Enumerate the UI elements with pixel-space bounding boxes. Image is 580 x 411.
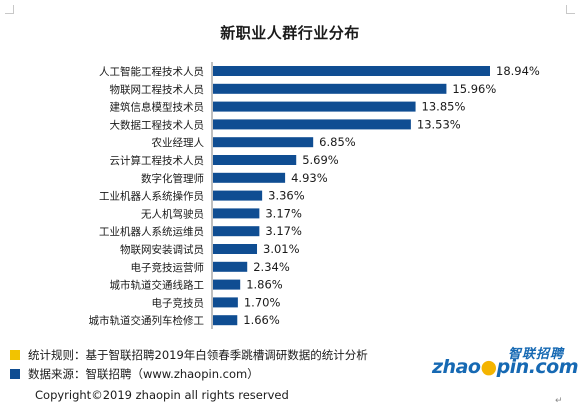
category-label: 物联网安装调试员 [120, 243, 204, 256]
bar [213, 119, 411, 130]
category-label: 城市轨道交通列车检修工 [89, 314, 205, 327]
note-stat-rule: 统计规则：基于智联招聘2019年白领春季跳槽调研数据的统计分析 [10, 347, 368, 363]
bar [213, 66, 490, 76]
category-label: 物联网工程技术人员 [110, 83, 205, 96]
bar-chart: 人工智能工程技术人员 18.94% 物联网工程技术人员 15.96% 建筑信息模型技术员… [89, 62, 540, 329]
value-label: 15.96% [452, 82, 496, 96]
chart-title: 新职业人群行业分布 [220, 24, 360, 42]
bar [213, 279, 241, 290]
note-stat-rule-text: 统计规则：基于智联招聘2019年白领春季跳槽调研数据的统计分析 [28, 348, 368, 362]
category-label: 电子竞技员 [152, 296, 205, 309]
value-label: 3.17% [265, 224, 302, 238]
bar [213, 101, 416, 112]
value-label: 18.94% [496, 64, 540, 78]
zhaopin-logo: 智联招聘 zhao●pin.com [432, 343, 579, 378]
value-label: 2.34% [253, 260, 290, 274]
bar [213, 244, 258, 254]
value-label: 6.85% [319, 135, 356, 149]
category-label: 建筑信息模型技术员 [110, 101, 205, 114]
category-label: 工业机器人系统操作员 [99, 190, 204, 203]
category-label: 工业机器人系统运维员 [99, 225, 204, 238]
logo-en-text: zhao●pin.com [432, 356, 579, 378]
category-label: 人工智能工程技术人员 [99, 65, 204, 78]
value-label: 13.85% [422, 100, 466, 114]
blue-square-icon [10, 369, 20, 379]
yellow-square-icon [10, 350, 20, 360]
logo-cn-text: 智联招聘 [507, 347, 564, 362]
value-label: 4.93% [291, 171, 328, 185]
bar [213, 297, 238, 308]
value-label: 3.17% [265, 206, 302, 220]
category-label: 城市轨道交通线路工 [110, 279, 205, 292]
category-label: 大数据工程技术人员 [110, 118, 205, 131]
value-label: 1.70% [244, 295, 281, 309]
bar [213, 190, 263, 201]
bar [213, 83, 447, 94]
bar [213, 315, 238, 326]
value-label: 3.36% [268, 189, 305, 203]
corner-crop-mark-right [566, 5, 575, 14]
note-data-source: 数据来源：智联招聘（www.zhaopin.com） [10, 366, 259, 382]
category-label: 电子竞技运营师 [131, 261, 205, 274]
bar [213, 172, 286, 183]
category-label: 数字化管理师 [141, 172, 204, 185]
value-label: 3.01% [263, 242, 300, 256]
copyright-text: Copyright©2019 zhaopin all rights reserv… [35, 388, 289, 402]
value-label: 13.53% [417, 117, 461, 131]
paragraph-return-mark: ↵ [555, 396, 563, 406]
bar [213, 226, 260, 237]
bar [213, 208, 260, 219]
category-label: 云计算工程技术人员 [110, 154, 205, 167]
value-label: 1.66% [243, 313, 280, 327]
bar [213, 137, 314, 148]
bar [213, 261, 248, 272]
note-data-source-text: 数据来源：智联招聘（www.zhaopin.com） [28, 367, 259, 381]
category-label: 农业经理人 [152, 136, 205, 149]
bar [213, 155, 297, 165]
corner-crop-mark-left [5, 5, 14, 14]
category-label: 无人机驾驶员 [141, 207, 204, 220]
value-label: 5.69% [302, 153, 339, 167]
value-label: 1.86% [246, 278, 283, 292]
